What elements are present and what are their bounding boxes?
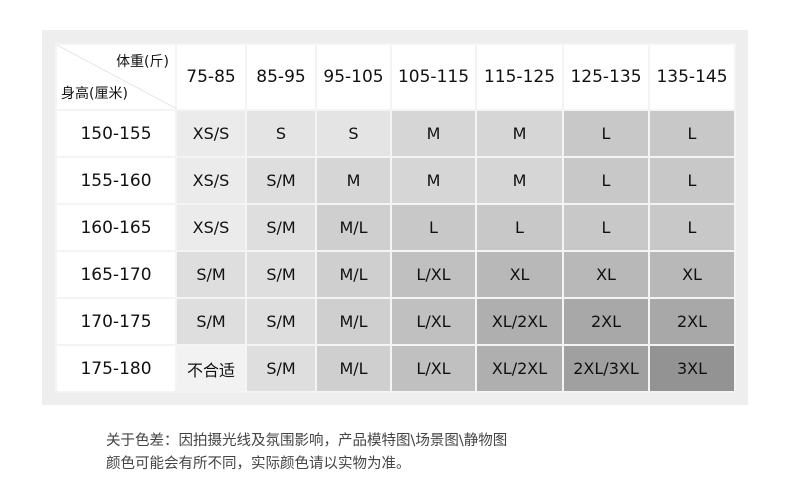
weight-header: 105-115 — [390, 43, 477, 111]
size-cell: L — [475, 203, 564, 252]
size-cell: S/M — [245, 250, 317, 299]
size-cell: 不合适 — [175, 344, 247, 393]
size-cell: L — [648, 203, 736, 252]
size-cell: M — [390, 109, 477, 158]
height-header: 175-180 — [55, 344, 177, 393]
note-line-2: 颜色可能会有所不同，实际颜色请以实物为准。 — [106, 456, 411, 472]
diagonal-divider — [57, 45, 177, 109]
size-cell: L — [648, 156, 736, 205]
height-axis-label: 身高(厘米) — [61, 86, 128, 102]
size-cell: L/XL — [390, 297, 477, 346]
size-cell: M — [390, 156, 477, 205]
weight-header: 75-85 — [175, 43, 247, 111]
table-row: 175-180 不合适 S/M M/L L/XL XL/2XL 2XL/3XL 3XL — [55, 344, 736, 393]
size-cell: XL — [475, 250, 564, 299]
size-cell: 2XL/3XL — [562, 344, 650, 393]
size-cell: L — [562, 203, 650, 252]
size-cell: S — [245, 109, 317, 158]
size-cell: XL — [648, 250, 736, 299]
size-cell: M — [475, 109, 564, 158]
size-cell: L — [562, 156, 650, 205]
size-cell: L/XL — [390, 250, 477, 299]
size-cell: XS/S — [175, 156, 247, 205]
table-row: 170-175 S/M S/M M/L L/XL XL/2XL 2XL 2XL — [55, 297, 736, 346]
size-cell: M/L — [315, 344, 392, 393]
size-cell: S/M — [245, 156, 317, 205]
size-cell: S/M — [245, 203, 317, 252]
size-cell: M — [315, 156, 392, 205]
size-cell: M/L — [315, 203, 392, 252]
table-row: 165-170 S/M S/M M/L L/XL XL XL XL — [55, 250, 736, 299]
height-header: 155-160 — [55, 156, 177, 205]
size-cell: M — [475, 156, 564, 205]
header-row: 体重(斤) 身高(厘米) 75-85 85-95 95-105 105-115 115-… — [55, 43, 736, 111]
height-header: 165-170 — [55, 250, 177, 299]
weight-header: 125-135 — [562, 43, 650, 111]
size-cell: XL — [562, 250, 650, 299]
size-cell: S/M — [245, 344, 317, 393]
size-cell: S/M — [245, 297, 317, 346]
table-row: 160-165 XS/S S/M M/L L L L L — [55, 203, 736, 252]
size-cell: L — [390, 203, 477, 252]
weight-header: 135-145 — [648, 43, 736, 111]
note-line-1: 关于色差：因拍摄光线及氛围影响，产品模特图\场景图\静物图 — [106, 433, 508, 449]
size-cell: 2XL — [648, 297, 736, 346]
size-cell: M/L — [315, 250, 392, 299]
size-cell: 3XL — [648, 344, 736, 393]
height-header: 150-155 — [55, 109, 177, 158]
color-disclaimer: 关于色差：因拍摄光线及氛围影响，产品模特图\场景图\静物图 颜色可能会有所不同，… — [106, 430, 507, 476]
weight-axis-label: 体重(斤) — [116, 54, 169, 70]
weight-header: 85-95 — [245, 43, 317, 111]
size-cell: S/M — [175, 297, 247, 346]
weight-header: 95-105 — [315, 43, 392, 111]
corner-cell: 体重(斤) 身高(厘米) — [55, 43, 177, 111]
size-cell: XL/2XL — [475, 297, 564, 346]
size-cell: S/M — [175, 250, 247, 299]
size-cell: XS/S — [175, 109, 247, 158]
size-cell: L — [648, 109, 736, 158]
size-cell: M/L — [315, 297, 392, 346]
size-cell: XS/S — [175, 203, 247, 252]
height-header: 160-165 — [55, 203, 177, 252]
size-cell: 2XL — [562, 297, 650, 346]
size-cell: L/XL — [390, 344, 477, 393]
table-row: 155-160 XS/S S/M M M M L L — [55, 156, 736, 205]
size-cell: S — [315, 109, 392, 158]
size-chart-table: 体重(斤) 身高(厘米) 75-85 85-95 95-105 105-115 115-… — [55, 43, 736, 393]
height-header: 170-175 — [55, 297, 177, 346]
weight-header: 115-125 — [475, 43, 564, 111]
size-cell: L — [562, 109, 650, 158]
table-row: 150-155 XS/S S S M M L L — [55, 109, 736, 158]
size-cell: XL/2XL — [475, 344, 564, 393]
